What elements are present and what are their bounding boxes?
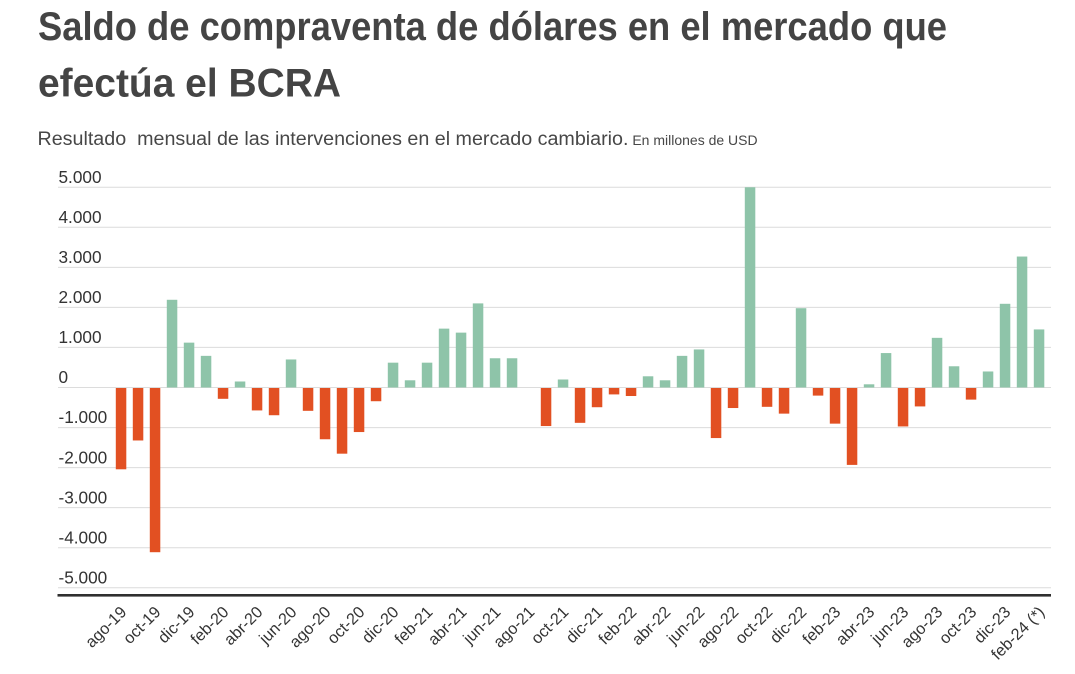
- svg-text:3.000: 3.000: [59, 247, 102, 267]
- svg-text:1.000: 1.000: [59, 327, 102, 347]
- svg-text:efectúa el BCRA: efectúa el BCRA: [38, 62, 341, 106]
- svg-text:-1.000: -1.000: [59, 407, 108, 427]
- svg-text:Saldo de compraventa de dólare: Saldo de compraventa de dólares en el me…: [38, 5, 947, 49]
- svg-text:-5.000: -5.000: [59, 568, 108, 588]
- svg-text:2.000: 2.000: [59, 287, 102, 307]
- svg-text:Resultado mensual de las inte: Resultado mensual de las intervenciones …: [38, 128, 758, 150]
- svg-text:-4.000: -4.000: [59, 527, 108, 547]
- svg-text:5.000: 5.000: [59, 167, 102, 187]
- svg-text:-3.000: -3.000: [59, 487, 108, 507]
- svg-text:0: 0: [59, 367, 69, 387]
- svg-text:4.000: 4.000: [59, 207, 102, 227]
- svg-text:-2.000: -2.000: [59, 447, 108, 467]
